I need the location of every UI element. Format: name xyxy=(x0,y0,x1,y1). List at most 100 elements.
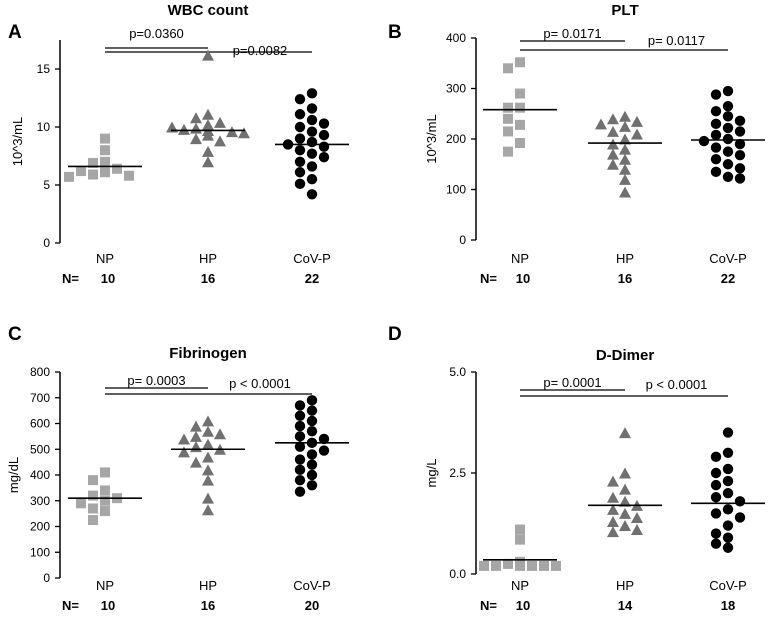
data-point-square xyxy=(100,167,110,178)
category-label: CoV-P xyxy=(293,251,331,266)
data-point-triangle xyxy=(619,120,631,132)
data-point-square xyxy=(551,560,561,571)
data-point-circle xyxy=(294,474,306,486)
data-point-circle xyxy=(306,126,318,137)
data-point-triangle xyxy=(202,145,214,157)
y-axis-label: 10^3/mL xyxy=(424,114,439,163)
y-tick-label: 100 xyxy=(446,183,466,197)
data-point-triangle xyxy=(607,125,619,137)
data-point-circle xyxy=(306,449,318,460)
data-point-square xyxy=(515,534,525,545)
data-point-square xyxy=(503,126,513,137)
data-point-circle xyxy=(722,532,734,543)
data-point-circle xyxy=(710,118,722,130)
data-point-circle xyxy=(722,520,734,531)
n-prefix: N= xyxy=(480,598,497,613)
data-point-circle xyxy=(710,451,722,463)
category-label: HP xyxy=(199,251,217,266)
y-tick-label: 200 xyxy=(446,132,466,146)
y-tick-label: 5 xyxy=(43,178,50,192)
data-point-triangle xyxy=(607,475,619,487)
data-point-square xyxy=(515,138,525,149)
n-count-label: 16 xyxy=(618,271,632,286)
data-point-circle xyxy=(722,159,734,170)
data-point-triangle xyxy=(607,515,619,527)
data-point-square xyxy=(100,485,110,496)
data-point-triangle xyxy=(190,441,202,453)
data-point-square xyxy=(76,498,86,509)
data-point-circle xyxy=(722,447,734,458)
y-tick-label: 0 xyxy=(43,236,50,250)
data-point-circle xyxy=(318,433,330,445)
panel-letter: B xyxy=(388,22,402,43)
data-point-square xyxy=(503,558,513,569)
data-point-circle xyxy=(294,410,306,421)
p-value-label: p= 0.0003 xyxy=(127,373,185,388)
data-point-square xyxy=(100,133,110,144)
data-point-circle xyxy=(734,138,746,150)
y-tick-label: 5.0 xyxy=(449,365,466,379)
data-point-triangle xyxy=(202,474,214,486)
data-point-square xyxy=(491,560,501,571)
data-point-square xyxy=(100,145,110,156)
data-point-triangle xyxy=(607,113,619,125)
category-label: CoV-P xyxy=(709,251,747,266)
data-point-circle xyxy=(294,178,306,190)
data-point-circle xyxy=(294,167,306,178)
chart-title: PLT xyxy=(611,2,638,19)
chart-title: WBC count xyxy=(168,2,249,19)
data-point-circle xyxy=(734,163,746,174)
data-point-triangle xyxy=(607,526,619,538)
data-point-triangle xyxy=(202,156,214,168)
p-value-label: p=0.0360 xyxy=(129,26,184,41)
data-point-circle xyxy=(318,129,330,141)
y-tick-label: 0 xyxy=(459,233,466,247)
data-point-circle xyxy=(734,512,746,523)
data-point-circle xyxy=(734,173,746,184)
data-point-circle xyxy=(722,100,734,112)
panel-letter: A xyxy=(8,22,22,43)
data-point-circle xyxy=(306,405,318,416)
n-count-label: 20 xyxy=(305,598,319,613)
data-point-circle xyxy=(734,496,746,507)
data-point-circle xyxy=(294,441,306,452)
data-point-triangle xyxy=(619,520,631,532)
y-tick-label: 300 xyxy=(30,494,50,508)
data-point-triangle xyxy=(190,133,202,145)
y-tick-label: 0 xyxy=(43,571,50,585)
p-value-label: p= 0.0001 xyxy=(543,375,601,390)
data-point-triangle xyxy=(607,148,619,160)
y-tick-label: 200 xyxy=(30,520,50,534)
panel-b: B PLT 0 100 200 300 400 10^3/mL NP HP CoV-P N= 10 16 2… xyxy=(388,2,765,286)
y-axis-label: 10^3/mL xyxy=(10,117,25,166)
data-point-triangle xyxy=(619,483,631,495)
data-point-square xyxy=(515,524,525,535)
data-point-triangle xyxy=(202,415,214,427)
data-point-circle xyxy=(734,126,746,137)
category-label: NP xyxy=(511,251,529,266)
data-point-triangle xyxy=(202,492,214,504)
data-point-triangle xyxy=(619,467,631,479)
y-tick-label: 700 xyxy=(30,391,50,405)
data-point-triangle xyxy=(619,186,631,198)
category-label: HP xyxy=(199,578,217,593)
data-point-square xyxy=(112,163,122,174)
panel-a: A WBC count 0 5 10 15 10^3/mL NP HP CoV-P N= 10 16 22… xyxy=(8,2,349,286)
data-point-triangle xyxy=(190,456,202,468)
data-point-circle xyxy=(722,427,734,438)
y-axis-label: mg/dL xyxy=(6,457,21,493)
data-point-triangle xyxy=(178,446,190,458)
data-point-triangle xyxy=(607,158,619,170)
y-tick-label: 400 xyxy=(446,31,466,45)
data-point-triangle xyxy=(619,427,631,439)
data-point-circle xyxy=(294,486,306,497)
y-tick-label: 2.5 xyxy=(449,466,466,480)
data-point-square xyxy=(100,467,110,478)
data-point-circle xyxy=(306,174,318,185)
p-value-label: p < 0.0001 xyxy=(229,376,291,391)
y-tick-label: 500 xyxy=(30,442,50,456)
data-point-triangle xyxy=(214,428,226,440)
data-point-circle xyxy=(294,133,306,144)
data-point-square xyxy=(124,170,134,181)
y-tick-label: 300 xyxy=(446,82,466,96)
